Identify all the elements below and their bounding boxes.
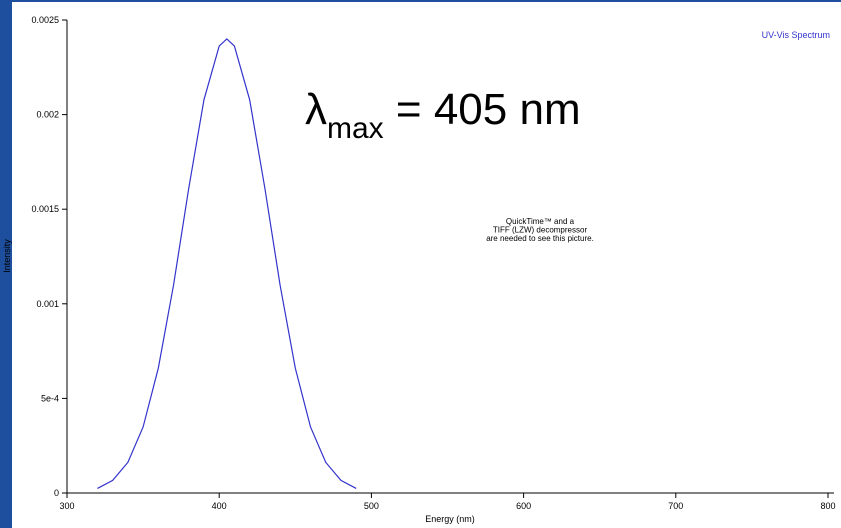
x-axis-label: Energy (nm) — [425, 514, 475, 524]
lambda-annotation: λmax = 405 nm — [305, 85, 581, 145]
x-tick-label: 700 — [668, 501, 683, 511]
y-tick-label: 0 — [54, 488, 59, 498]
x-tick-label: 800 — [820, 501, 835, 511]
y-tick-label: 0.001 — [36, 299, 59, 309]
x-tick-label: 300 — [59, 501, 74, 511]
legend-label: UV-Vis Spectrum — [762, 30, 830, 40]
y-tick-label: 0.0025 — [31, 15, 59, 25]
placeholder-line: QuickTime™ and a — [506, 217, 575, 226]
chart-background — [12, 2, 841, 528]
lambda-symbol: λ — [305, 85, 327, 134]
y-tick-label: 5e-4 — [41, 393, 59, 403]
lambda-subscript: max — [327, 112, 384, 145]
x-tick-label: 600 — [516, 501, 531, 511]
y-axis-label: Intensity — [2, 239, 12, 273]
y-tick-label: 0.002 — [36, 110, 59, 120]
placeholder-line: TIFF (LZW) decompressor — [493, 226, 588, 235]
data-line — [97, 38, 357, 489]
x-tick-label: 400 — [212, 501, 227, 511]
y-tick-label: 0.0015 — [31, 204, 59, 214]
placeholder-line: are needed to see this picture. — [486, 234, 594, 243]
lambda-text: = 405 nm — [384, 85, 581, 134]
x-tick-label: 500 — [364, 501, 379, 511]
